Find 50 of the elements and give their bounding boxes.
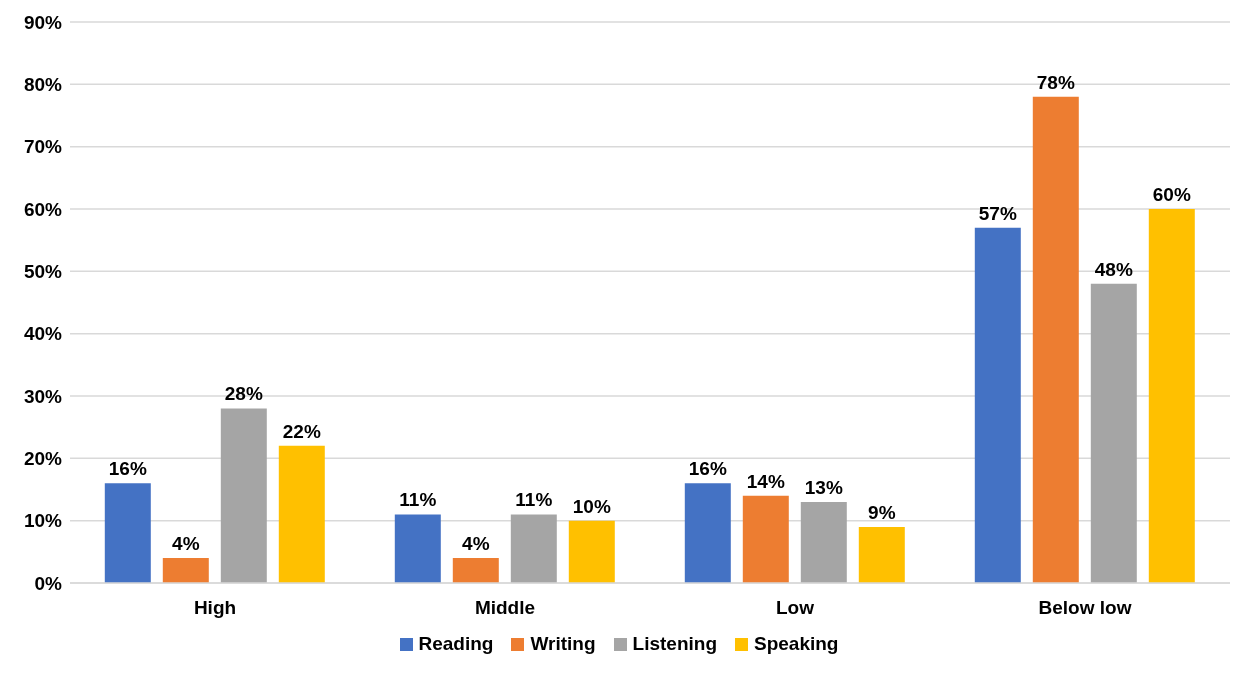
data-label: 16%	[108, 458, 147, 480]
y-tick-label: 10%	[23, 510, 63, 532]
data-label: 60%	[1152, 184, 1191, 205]
data-label: 4%	[172, 533, 200, 555]
x-tick-label: Low	[776, 597, 815, 619]
y-tick-label: 0%	[34, 572, 63, 594]
bar	[162, 558, 209, 583]
y-tick-label: 30%	[23, 385, 63, 407]
data-label: 78%	[1036, 71, 1075, 93]
y-tick-label: 20%	[23, 448, 63, 470]
data-label: 4%	[462, 533, 490, 555]
y-tick-label: 60%	[23, 198, 63, 220]
data-label: 14%	[746, 470, 785, 492]
data-label: 11%	[515, 489, 553, 511]
data-label: 57%	[978, 202, 1017, 224]
y-tick-label: 80%	[23, 74, 63, 96]
bar	[1032, 96, 1079, 583]
data-label: 11%	[399, 489, 437, 511]
bar	[452, 558, 499, 583]
y-tick-label: 70%	[23, 136, 63, 158]
legend-label: Reading	[418, 633, 494, 655]
legend-label: Speaking	[754, 633, 839, 655]
data-label: 48%	[1094, 258, 1133, 280]
data-label: 16%	[688, 458, 727, 480]
data-label: 9%	[868, 501, 896, 523]
bar	[278, 445, 325, 583]
x-tick-label: Middle	[474, 597, 536, 619]
bar	[568, 520, 615, 583]
data-label: 13%	[804, 476, 843, 498]
bar	[1090, 283, 1137, 583]
y-tick-label: 40%	[23, 323, 63, 345]
bar	[742, 495, 789, 583]
y-tick-label: 90%	[23, 11, 63, 33]
bar	[104, 483, 151, 583]
bar	[1148, 209, 1195, 583]
bar	[684, 483, 731, 583]
legend-label: Writing	[530, 633, 596, 655]
x-tick-label: Below low	[1038, 597, 1132, 619]
bar	[394, 514, 441, 583]
x-tick-label: High	[193, 597, 237, 619]
bar	[800, 501, 847, 583]
legend-label: Listening	[632, 633, 717, 655]
data-label: 22%	[282, 420, 321, 442]
bar	[974, 227, 1021, 583]
bar	[220, 408, 267, 583]
bar	[510, 514, 557, 583]
data-label: 10%	[572, 495, 611, 517]
data-label: 28%	[224, 383, 263, 405]
bar	[858, 526, 905, 583]
y-tick-label: 50%	[23, 261, 63, 283]
